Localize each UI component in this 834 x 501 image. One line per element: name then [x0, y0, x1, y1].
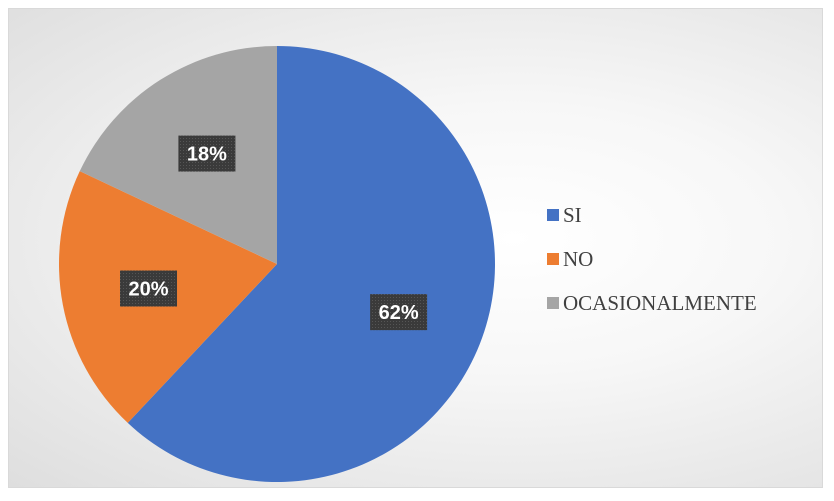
- legend-swatch-ocasionalmente: [547, 297, 559, 310]
- legend-item-si: SI: [547, 202, 822, 246]
- legend-label-no: NO: [563, 247, 594, 271]
- data-label-no: 20%: [120, 270, 178, 307]
- legend-item-no: NO: [547, 246, 822, 290]
- data-label-text-ocasionalmente: 18%: [187, 144, 227, 166]
- legend-swatch-si: [547, 209, 559, 222]
- legend-label-ocasionalmente: OCASIONALMENTE: [563, 291, 757, 315]
- legend-label-si: SI: [563, 203, 582, 227]
- legend-swatch-no: [547, 253, 559, 266]
- chart-area: 62% 20% 18% SI NO OCASIONALMENTE: [8, 8, 823, 488]
- data-label-box-ocasionalmente: [178, 135, 236, 172]
- slice-ocasionalmente: [79, 45, 277, 265]
- data-label-box-si: [370, 294, 428, 331]
- data-labels: 62% 20% 18%: [120, 135, 428, 331]
- pie-slices: [58, 45, 495, 482]
- data-label-box-no: [120, 270, 178, 307]
- legend-item-ocasionalmente: OCASIONALMENTE: [547, 290, 822, 334]
- pie-chart: 62% 20% 18%: [58, 45, 495, 482]
- data-label-text-si: 62%: [379, 302, 419, 324]
- slice-si: [127, 46, 495, 482]
- data-label-text-no: 20%: [129, 279, 169, 301]
- legend: SI NO OCASIONALMENTE: [547, 202, 822, 334]
- data-label-si: 62%: [370, 294, 428, 331]
- data-label-ocasionalmente: 18%: [178, 135, 236, 172]
